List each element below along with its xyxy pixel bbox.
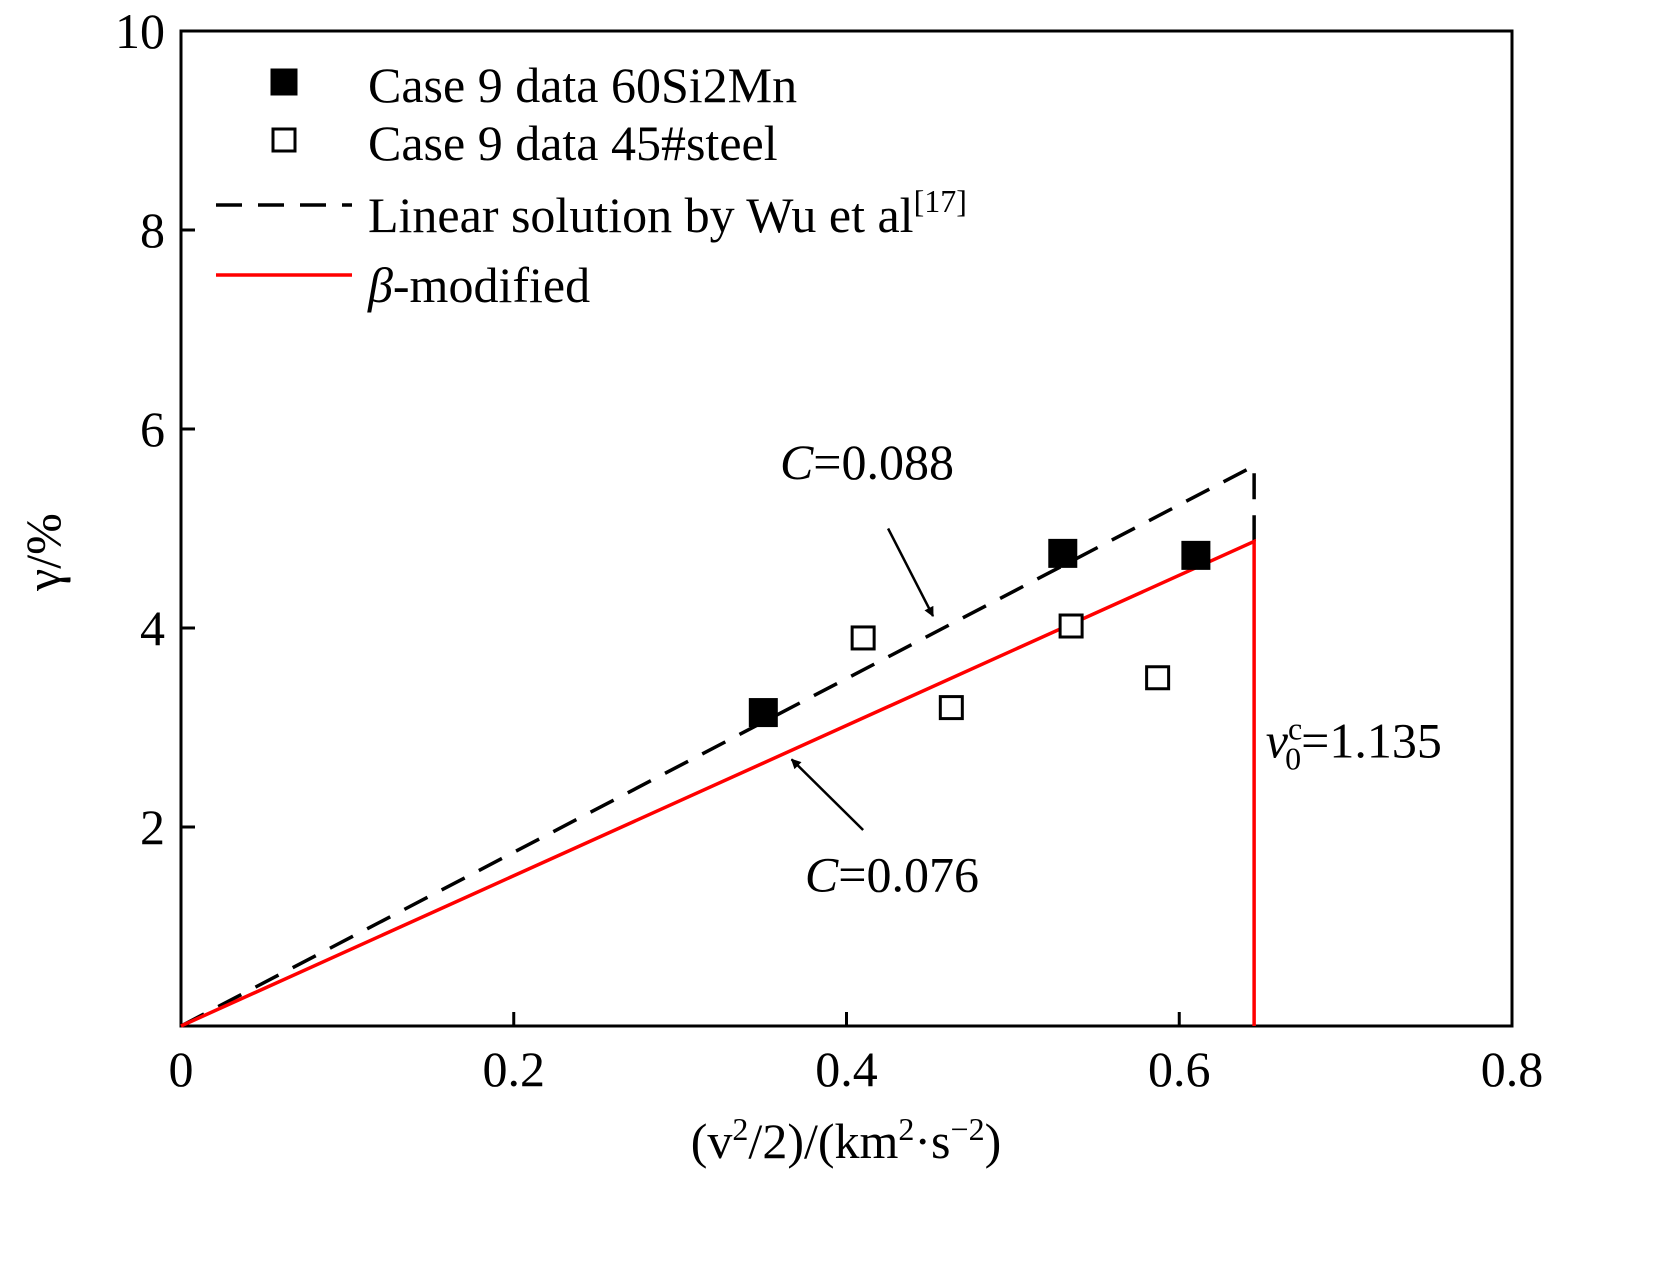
y-tick-label: 10	[115, 3, 165, 59]
annotation-value: =0.076	[838, 847, 979, 903]
data-point-s1-p3	[1145, 665, 1171, 691]
legend-label-name: -modified	[393, 257, 590, 313]
series-line-3	[180, 538, 1256, 1028]
x-axis-title: (v2/2)/(km2·s−2)	[691, 1111, 1001, 1169]
x-tick-label: 0.8	[1481, 1041, 1544, 1097]
y-tick-label: 4	[140, 600, 165, 656]
data-point-s0-p1	[1048, 538, 1078, 568]
annotation-sub: 0	[1285, 740, 1301, 776]
legend-label-0: Case 9 data 60Si2Mn	[368, 57, 797, 113]
legend-marker-0	[270, 68, 298, 96]
annotation-italic-part: C	[805, 847, 839, 903]
x-tick-label: 0.2	[483, 1041, 546, 1097]
data-point-s0-p0	[748, 698, 778, 728]
data-point-s0-p2	[1181, 540, 1211, 570]
y-tick-label: 6	[140, 401, 165, 457]
annotation-value: =0.088	[813, 434, 954, 490]
annotation-c-solid: C=0.076	[805, 847, 979, 903]
annotation-c-dashed: C=0.088	[780, 434, 954, 490]
legend-label-1: Case 9 data 45#steel	[368, 115, 778, 171]
annotation-value: =1.135	[1301, 712, 1442, 768]
y-tick-label: 2	[140, 799, 165, 855]
annotation-arrow-c-dashed	[886, 527, 935, 617]
plot-frame: 0 0.2 0.4 0.6 0.8 2 4 6 8 10	[115, 3, 1543, 1097]
annotation-italic-part: v	[1266, 712, 1289, 768]
annotation-sup: c	[1288, 710, 1302, 746]
series-line-2	[180, 462, 1256, 1028]
legend-label-name: Linear solution by Wu et al	[368, 187, 914, 243]
legend-label-prefix: β	[367, 257, 393, 313]
annotation-italic-part: C	[780, 434, 814, 490]
y-tick-label: 8	[140, 202, 165, 258]
legend-label-name: Case 9 data 60Si2Mn	[368, 57, 797, 113]
legend-label-3: β-modified	[367, 257, 590, 313]
x-tick-label: 0	[169, 1041, 194, 1097]
legend-label-sup: [17]	[914, 183, 967, 219]
data-point-s1-p0	[850, 625, 876, 651]
data-point-s1-p1	[938, 695, 964, 721]
x-tick-label: 0.6	[1148, 1041, 1211, 1097]
legend-label-name: Case 9 data 45#steel	[368, 115, 778, 171]
data-point-s1-p2	[1058, 613, 1084, 639]
legend-label-2: Linear solution by Wu et al[17]	[368, 183, 967, 243]
series-layer	[180, 462, 1256, 1028]
annotation-v0c: vc 0=1.135	[1266, 710, 1442, 776]
legend-marker-1	[271, 127, 297, 153]
y-axis-title: γ/%	[15, 513, 71, 592]
x-tick-label: 0.4	[815, 1041, 878, 1097]
annotation-arrow-c-solid	[790, 758, 865, 831]
